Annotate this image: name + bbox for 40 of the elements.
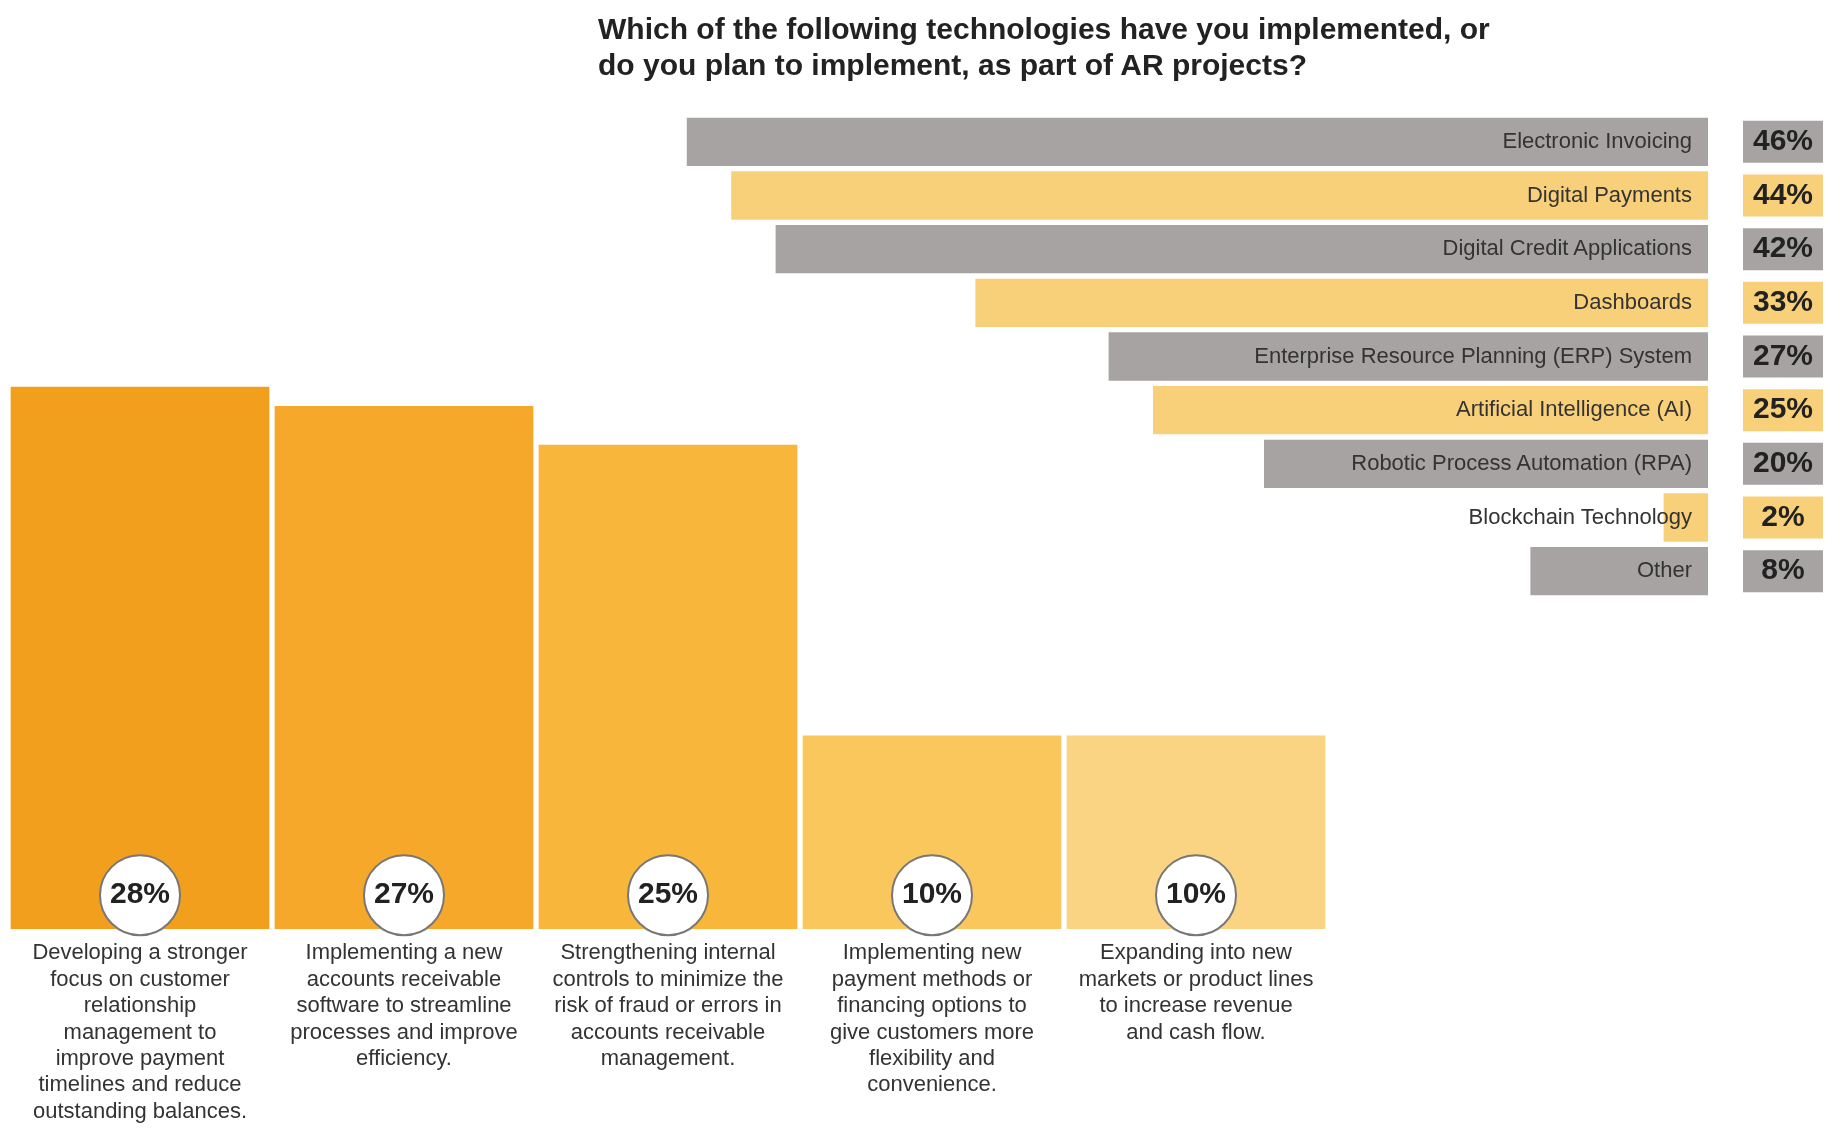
y-tick-label: Digital Credit Applications <box>1442 235 1692 261</box>
y-tick-label: Enterprise Resource Planning (ERP) System <box>1254 342 1692 368</box>
data-label: 27% <box>1752 337 1814 371</box>
data-label: 10% <box>1165 876 1227 910</box>
data-label: 25% <box>637 876 699 910</box>
y-tick-label: Dashboards <box>1573 288 1692 314</box>
data-label: 27% <box>373 876 435 910</box>
x-tick-label: Implementing a new accounts receivable software to streamline processes and improve efficiency. <box>290 939 518 1071</box>
data-label: 44% <box>1752 176 1814 210</box>
bar <box>1530 547 1708 596</box>
chart-title: Which of the following technologies have you implemented, or do you plan to implement, as part of AR projects? <box>598 12 1491 82</box>
data-label: 33% <box>1752 284 1814 318</box>
data-label: 28% <box>109 876 171 910</box>
bar <box>1108 332 1708 381</box>
bar <box>274 406 534 930</box>
data-label: 46% <box>1752 123 1814 157</box>
x-tick-label: Developing a stronger focus on customer relationship management to improve payment timelines and reduce outstanding balances. <box>32 939 248 1123</box>
x-tick-label: Implementing new payment methods or financing options to give customers more flexibility and convenience. <box>829 939 1035 1097</box>
bar <box>1066 735 1326 930</box>
y-tick-label: Robotic Process Automation (RPA) <box>1351 449 1692 475</box>
bar <box>802 735 1062 930</box>
data-label: 10% <box>901 876 963 910</box>
bar <box>10 386 270 930</box>
bar <box>686 117 1708 166</box>
bar <box>775 225 1708 274</box>
data-label: 2% <box>1761 498 1805 532</box>
bar <box>975 278 1708 327</box>
y-tick-label: Electronic Invoicing <box>1502 127 1692 153</box>
y-tick-label: Artificial Intelligence (AI) <box>1456 396 1692 422</box>
x-tick-label: Expanding into new markets or product lines to increase revenue and cash flow. <box>1078 939 1314 1044</box>
x-tick-label: Strengthening internal controls to minimize the risk of fraud or errors in accounts receivable management. <box>552 939 784 1071</box>
bar <box>1153 386 1708 435</box>
data-label: 42% <box>1752 230 1814 264</box>
bar <box>731 171 1708 220</box>
data-label: 25% <box>1752 391 1814 425</box>
bar <box>538 444 798 930</box>
data-label: 8% <box>1761 552 1805 586</box>
data-label: 20% <box>1752 445 1814 479</box>
y-tick-label: Other <box>1636 557 1692 583</box>
y-tick-label: Digital Payments <box>1526 181 1692 207</box>
